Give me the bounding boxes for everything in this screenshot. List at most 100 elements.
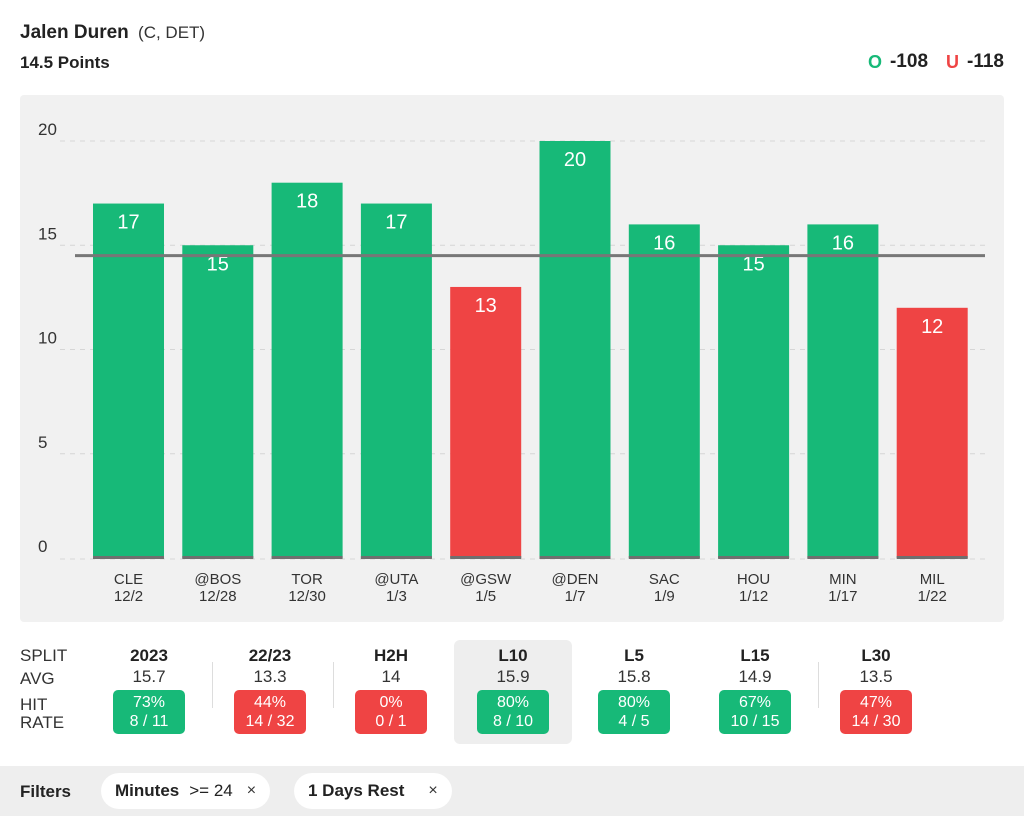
hit-rate-badge: 0% 0 / 1 xyxy=(355,690,427,734)
bar-base xyxy=(93,556,164,559)
x-tick-date: 1/22 xyxy=(918,588,947,605)
y-tick-label: 10 xyxy=(38,329,57,348)
x-tick-date: 1/7 xyxy=(565,588,586,605)
filters-label: Filters xyxy=(20,782,72,801)
close-icon[interactable]: × xyxy=(428,782,438,799)
x-tick-date: 12/2 xyxy=(114,588,143,605)
over-odds[interactable]: O -108 xyxy=(868,51,928,73)
filters-bar: Filters Minutes >= 24 × 1 Days Rest × xyxy=(0,766,1024,816)
bar xyxy=(93,203,164,559)
split-name: 22/23 xyxy=(248,646,292,665)
split-column-h2h[interactable]: H2H 14 0% 0 / 1 xyxy=(332,640,450,744)
split-avg: 13.5 xyxy=(859,667,893,686)
split-divider xyxy=(333,662,334,708)
split-label: SPLIT xyxy=(20,646,68,665)
bar-value-label: 16 xyxy=(832,232,854,254)
split-avg: 15.7 xyxy=(132,667,166,686)
bar-base xyxy=(182,556,254,559)
x-tick-label: HOU xyxy=(737,571,770,588)
x-tick-label: TOR xyxy=(291,571,323,588)
rate-label: RATE xyxy=(20,713,65,732)
hit-rate-fraction: 10 / 15 xyxy=(730,713,780,730)
split-avg: 15.8 xyxy=(617,667,651,686)
hit-rate-percent: 47% xyxy=(859,694,893,711)
bar-base xyxy=(271,556,343,559)
bar-value-label: 17 xyxy=(117,212,139,234)
bar-value-label: 17 xyxy=(385,212,407,234)
close-icon[interactable]: × xyxy=(246,782,257,799)
bar-base xyxy=(360,556,432,559)
filter-chip-days-rest[interactable]: 1 Days Rest × xyxy=(294,773,452,809)
hit-rate-percent: 44% xyxy=(253,694,287,711)
x-tick-date: 12/28 xyxy=(199,588,237,605)
split-avg: 14 xyxy=(381,667,401,686)
split-name: L5 xyxy=(624,646,644,665)
split-avg: 15.9 xyxy=(496,667,530,686)
bar-base xyxy=(628,556,700,559)
hit-rate-fraction: 8 / 11 xyxy=(129,713,169,730)
hit-rate-fraction: 14 / 32 xyxy=(245,713,295,730)
x-tick-date: 12/30 xyxy=(288,588,326,605)
x-tick-label: MIN xyxy=(829,571,857,588)
bar xyxy=(718,245,790,558)
split-column-l5[interactable]: L5 15.8 80% 4 / 5 xyxy=(575,640,693,744)
hit-rate-fraction: 4 / 5 xyxy=(618,713,650,730)
split-avg: 13.3 xyxy=(253,667,287,686)
bar-value-label: 16 xyxy=(653,232,675,254)
bar xyxy=(182,245,254,558)
filter-chip-name: Minutes xyxy=(115,781,180,800)
x-tick-date: 1/3 xyxy=(386,588,407,605)
bar xyxy=(271,182,343,558)
hit-rate-badge: 67% 10 / 15 xyxy=(719,690,791,734)
hit-rate-badge: 73% 8 / 11 xyxy=(113,690,185,734)
hit-rate-badge: 80% 4 / 5 xyxy=(598,690,670,734)
under-odds[interactable]: U -118 xyxy=(946,51,1004,73)
x-tick-label: @DEN xyxy=(552,571,599,588)
bar xyxy=(628,224,700,558)
player-position-team: (C, DET) xyxy=(138,23,206,42)
split-name: L15 xyxy=(740,646,770,665)
split-divider xyxy=(212,662,213,708)
over-icon: O xyxy=(867,51,882,72)
hit-rate-badge: 80% 8 / 10 xyxy=(477,690,549,734)
filter-chip-minutes[interactable]: Minutes >= 24 × xyxy=(101,773,271,809)
split-column-l30[interactable]: L30 13.5 47% 14 / 30 xyxy=(817,640,935,744)
splits-table: SPLIT AVG HIT RATE 2023 15.7 73% 8 / 11 22/2… xyxy=(0,640,1024,748)
x-tick-label: @UTA xyxy=(374,571,418,588)
hit-rate-percent: 80% xyxy=(496,694,530,711)
x-tick-label: MIL xyxy=(920,571,945,588)
split-column-2023[interactable]: 2023 15.7 73% 8 / 11 xyxy=(90,640,208,744)
hit-rate-badge: 47% 14 / 30 xyxy=(840,690,912,734)
bar-base xyxy=(718,556,790,559)
x-tick-label: @GSW xyxy=(460,571,512,588)
prop-line: 14.5 Points xyxy=(20,53,110,72)
bar-base xyxy=(450,556,522,559)
y-tick-label: 5 xyxy=(38,433,47,452)
split-column-2223[interactable]: 22/23 13.3 44% 14 / 32 xyxy=(211,640,329,744)
bar-value-label: 15 xyxy=(742,253,764,275)
split-column-l15[interactable]: L15 14.9 67% 10 / 15 xyxy=(696,640,814,744)
hit-rate-badge: 44% 14 / 32 xyxy=(234,690,306,734)
hit-rate-fraction: 14 / 30 xyxy=(851,713,901,730)
split-name: L30 xyxy=(861,646,891,665)
filter-chip-name: 1 Days Rest xyxy=(308,781,405,800)
x-tick-label: CLE xyxy=(114,571,143,588)
player-header: Jalen Duren (C, DET) 14.5 Points O -108 … xyxy=(20,20,1004,80)
x-tick-date: 1/12 xyxy=(739,588,768,605)
hit-rate-percent: 73% xyxy=(132,694,166,711)
hit-rate-percent: 67% xyxy=(738,694,772,711)
split-name: L10 xyxy=(498,646,528,665)
bar-value-label: 13 xyxy=(475,295,497,317)
bar-value-label: 20 xyxy=(564,149,586,171)
y-tick-label: 0 xyxy=(38,537,47,556)
hit-label: HIT xyxy=(20,695,48,714)
split-avg: 14.9 xyxy=(738,667,772,686)
bar xyxy=(896,307,968,558)
hit-rate-fraction: 0 / 1 xyxy=(375,713,407,730)
split-column-l10[interactable]: L10 15.9 80% 8 / 10 xyxy=(454,640,572,744)
avg-label: AVG xyxy=(20,669,55,688)
game-log-chart: 0 5 10 15 20 17 CLE 12/2 15 @BOS 12/28 18 TOR 12/30 17… xyxy=(20,95,1004,622)
y-tick-label: 15 xyxy=(38,224,57,243)
bar-value-label: 15 xyxy=(207,253,229,275)
over-odds-value: -108 xyxy=(889,51,929,72)
